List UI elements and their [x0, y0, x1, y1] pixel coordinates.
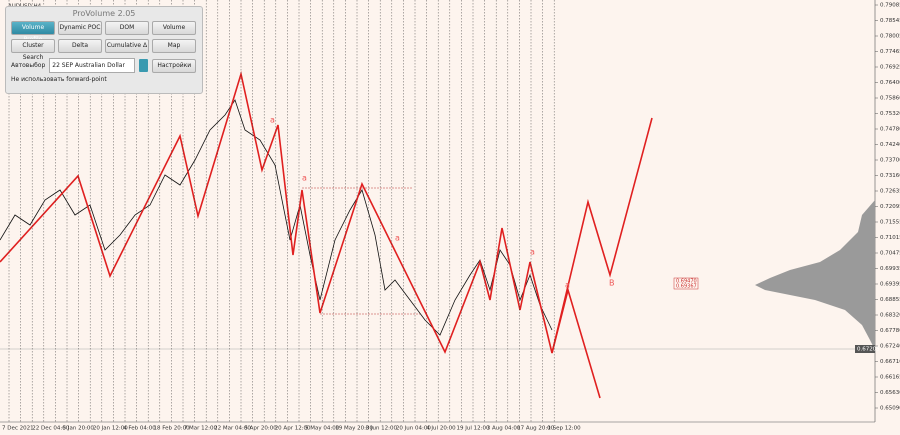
panel-button[interactable]: Cumulative Δ: [105, 39, 149, 53]
wave-label: B: [609, 279, 615, 288]
time-label: 22 Dec 04:00: [32, 426, 69, 432]
time-label: 19 Jul 12:00: [457, 426, 490, 432]
price-label: 0.70475: [880, 251, 900, 257]
price-label: 0.69935: [880, 266, 900, 272]
panel-button[interactable]: Dynamic POC: [58, 21, 102, 35]
price: [0, 99, 553, 336]
time-label: 22 Mar 04:00: [214, 426, 251, 432]
current-price: 0.67205: [857, 347, 880, 353]
level-label: 0.69470: [676, 279, 697, 285]
price-label: 0.78545: [880, 18, 900, 24]
panel-title: ProVolume 2.05: [72, 9, 136, 18]
panel-button[interactable]: Map: [152, 39, 196, 53]
time-label: 4 Feb 04:00: [123, 426, 156, 432]
price-label: 0.72635: [880, 189, 900, 195]
current-price-box: [855, 345, 875, 353]
level-label: 0.69367: [676, 284, 697, 290]
panel-button[interactable]: DOM: [105, 21, 149, 35]
price-label: 0.76925: [880, 65, 900, 71]
wave-label: a: [302, 174, 307, 183]
wave-label: a: [565, 281, 570, 290]
price-label: 0.72095: [880, 204, 900, 210]
time-label: 5 Apr 20:00: [244, 426, 277, 432]
time-label: 18 Feb 20:00: [154, 426, 191, 432]
time-label: 20 Jan 12:00: [93, 426, 128, 432]
level-box: [673, 277, 699, 290]
time-label: 3 Aug 04:00: [487, 426, 521, 432]
zigzag: [0, 70, 601, 399]
instrument-row: Автовыбор 22 SEP Australian Dollar Настр…: [6, 58, 202, 73]
price-label: 0.78005: [880, 34, 900, 40]
time-label: 1 Sep 12:00: [547, 426, 581, 432]
time-label: 3 Jun 12:00: [366, 426, 398, 432]
time-label: 17 Aug 20:00: [517, 426, 555, 432]
dropdown[interactable]: [139, 59, 149, 72]
time-label: 7 Mar 12:00: [184, 426, 218, 432]
settings-button[interactable]: Настройки: [152, 58, 197, 73]
provolume-panel: ProVolume 2.05 Volume ProfileDynamic POC…: [5, 6, 203, 94]
time-label: 19 May 20:00: [335, 426, 373, 432]
forward-row: Не использовать forward-point: [6, 76, 202, 83]
price-label: 0.79085: [880, 3, 900, 9]
instrument-select[interactable]: 22 SEP Australian Dollar: [49, 58, 136, 73]
wave-label: a: [270, 116, 275, 125]
time-label: 20 Apr 12:00: [275, 426, 311, 432]
time-label: 5 Jan 20:00: [63, 426, 95, 432]
price-label: 0.77465: [880, 49, 900, 55]
volume-profile: [755, 200, 875, 350]
panel-button[interactable]: Delta: [58, 39, 102, 53]
price-label: 0.69395: [880, 282, 900, 288]
wave-label: a: [395, 234, 400, 243]
price-label: 0.66165: [880, 375, 900, 381]
time-label: 4 Jul 20:00: [426, 426, 456, 432]
projection: [551, 117, 653, 354]
panel-button[interactable]: Cluster Search: [11, 39, 55, 61]
time-label: 5 May 04:00: [305, 426, 340, 432]
auto-select[interactable]: Автовыбор: [11, 62, 46, 69]
forward-point[interactable]: Не использовать forward-point: [11, 76, 107, 83]
time-label: 20 Jun 04:00: [396, 426, 431, 432]
wave-label: a: [530, 248, 535, 257]
panel-button[interactable]: Volume Profile: [11, 21, 55, 43]
panel-button[interactable]: Volume: [152, 21, 196, 35]
time-label: 7 Dec 2021: [2, 426, 34, 432]
price-label: 0.71015: [880, 235, 900, 241]
price-label: 0.68855: [880, 297, 900, 303]
price-label: 0.71555: [880, 220, 900, 226]
